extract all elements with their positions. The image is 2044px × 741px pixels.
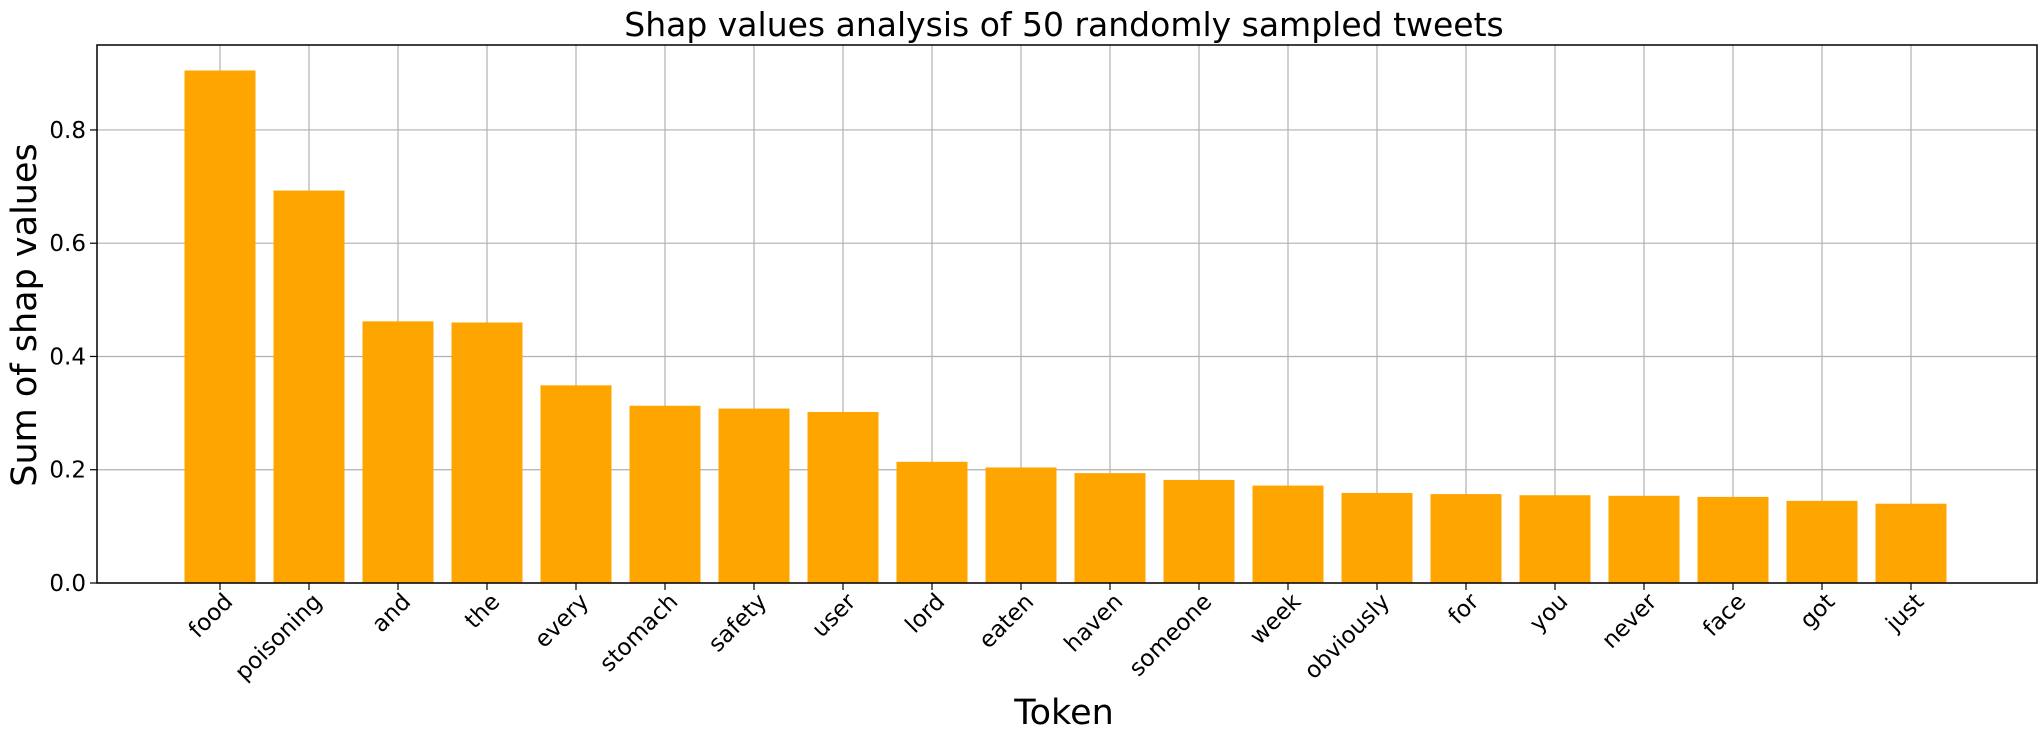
bar-face: [1697, 496, 1769, 583]
x-tick-label-you: you: [1525, 589, 1573, 637]
bar-someone: [1163, 479, 1235, 583]
bar-poisoning: [273, 190, 345, 583]
y-tick-label: 0.0: [49, 571, 86, 597]
x-tick-label-week: week: [1245, 588, 1307, 650]
x-tick-label-every: every: [530, 589, 594, 653]
bar-the: [451, 322, 523, 583]
x-tick-label-and: and: [367, 589, 416, 638]
bar-haven: [1074, 473, 1146, 583]
y-axis-ticks: 0.0 0.2 0.4 0.6 0.8: [49, 118, 97, 597]
x-tick-label-someone: someone: [1124, 589, 1217, 682]
y-tick-label: 0.8: [49, 118, 86, 144]
x-tick-label-lord: lord: [901, 589, 951, 639]
x-tick-label-face: face: [1698, 589, 1751, 642]
x-tick-label-safety: safety: [704, 589, 773, 658]
bar-for: [1430, 494, 1502, 583]
bar-you: [1519, 495, 1591, 583]
bar-got: [1786, 500, 1858, 583]
bar-just: [1875, 503, 1947, 583]
x-tick-label-the: the: [460, 589, 505, 634]
bar-eaten: [985, 467, 1057, 583]
y-tick-label: 0.4: [49, 344, 86, 370]
bar-never: [1608, 495, 1680, 583]
bar-stomach: [629, 405, 701, 583]
y-axis-label: Sum of shap values: [5, 143, 45, 487]
x-tick-label-got: got: [1795, 589, 1840, 634]
x-tick-label-food: food: [184, 589, 238, 643]
x-tick-label-eaten: eaten: [974, 589, 1039, 654]
bar-week: [1252, 485, 1324, 583]
bar-lord: [896, 461, 968, 583]
x-tick-label-obviously: obviously: [1300, 589, 1396, 685]
x-tick-label-for: for: [1443, 588, 1484, 629]
bar-safety: [718, 408, 790, 583]
x-tick-label-stomach: stomach: [595, 589, 683, 677]
bars: [184, 70, 1947, 584]
bar-and: [362, 321, 434, 583]
y-tick-label: 0.2: [49, 458, 86, 484]
x-axis-label: Token: [1013, 693, 1114, 733]
bar-user: [807, 411, 879, 583]
plot-frame: [96, 44, 2038, 584]
x-tick-label-haven: haven: [1060, 589, 1129, 658]
bar-food: [184, 70, 256, 584]
bar-obviously: [1341, 492, 1413, 583]
chart-title: Shap values analysis of 50 randomly samp…: [624, 5, 1503, 44]
y-tick-label: 0.6: [49, 231, 86, 257]
x-tick-label-user: user: [807, 588, 861, 642]
bar-every: [540, 385, 612, 583]
x-tick-label-never: never: [1597, 588, 1662, 653]
x-tick-label-poisoning: poisoning: [230, 589, 327, 686]
x-tick-label-just: just: [1880, 589, 1929, 638]
